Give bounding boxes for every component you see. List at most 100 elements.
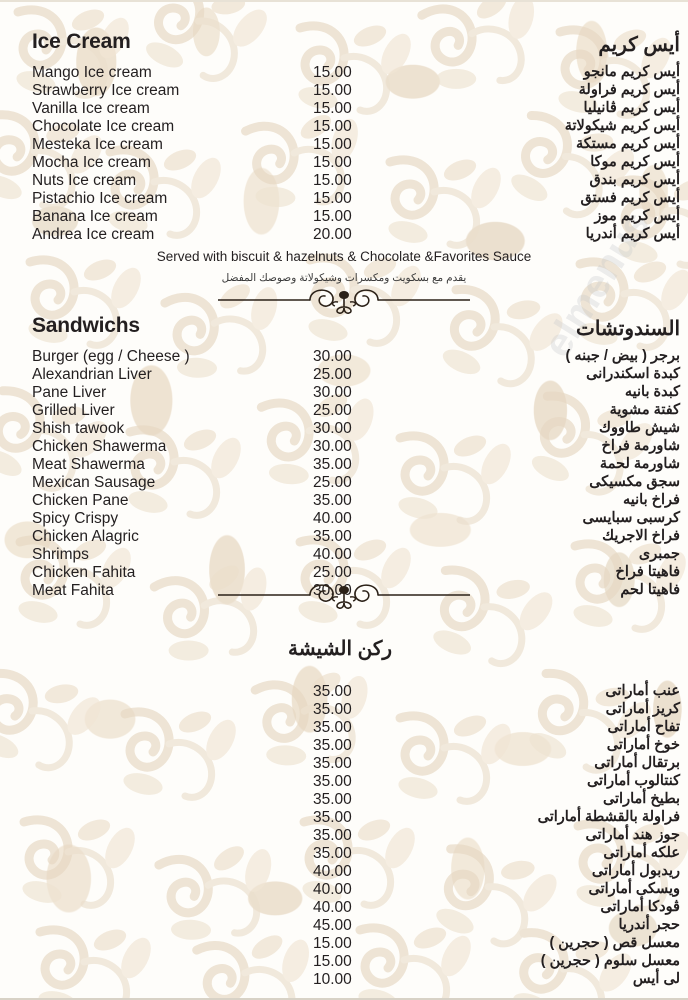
menu-row: 35.00 جوز هند أماراتى: [0, 827, 688, 845]
section-header-ice-cream: Ice Cream أيس كريم: [0, 30, 688, 58]
item-price: 15.00: [313, 154, 352, 171]
flourish-divider-icon: [218, 584, 470, 609]
item-name-ar: خوخ أماراتى: [606, 737, 680, 753]
item-name-ar: عنب أماراتى: [605, 683, 680, 699]
menu-row: Chicken Alagric 35.00 فراخ الاجريك: [0, 528, 688, 546]
menu-row: Spicy Crispy 40.00 كرسبى سبايسى: [0, 510, 688, 528]
item-name-ar: علكه أماراتى: [603, 845, 680, 861]
item-name-ar: حجر أندريا: [618, 917, 680, 933]
menu-row: Burger (egg / Cheese ) 30.00 برجر ( بيض …: [0, 348, 688, 366]
item-price: 35.00: [313, 719, 352, 736]
item-price: 40.00: [313, 881, 352, 898]
menu-row: Vanilla Ice cream 15.00 أيس كريم ڤانيليا: [0, 100, 688, 118]
item-name-en: Mesteka Ice cream: [32, 136, 163, 153]
item-price: 35.00: [313, 827, 352, 844]
item-price: 30.00: [313, 438, 352, 455]
item-name-ar: فاهيتا لحم: [620, 582, 680, 598]
item-price: 15.00: [313, 100, 352, 117]
menu-row: Chocolate Ice cream 15.00 أيس كريم شيكول…: [0, 118, 688, 136]
item-name-en: Shrimps: [32, 546, 89, 563]
item-name-en: Chicken Fahita: [32, 564, 136, 581]
item-price: 15.00: [313, 82, 352, 99]
item-name-ar: كنتالوب أماراتى: [586, 773, 680, 789]
item-name-ar: فراخ الاجريك: [602, 528, 680, 544]
item-price: 15.00: [313, 118, 352, 135]
item-name-ar: برتقال أماراتى: [594, 755, 680, 771]
menu-row: 35.00 عنب أماراتى: [0, 683, 688, 701]
ice-cream-note-en: Served with biscuit & hazelnuts & Chocol…: [156, 249, 532, 264]
section-ice-cream: Ice Cream أيس كريم Mango Ice cream 15.00…: [0, 30, 688, 244]
menu-row: Meat Shawerma 35.00 شاورمة لحمة: [0, 456, 688, 474]
menu-row: Pane Liver 30.00 كبدة بانيه: [0, 384, 688, 402]
section-title-ar: أيس كريم: [598, 34, 680, 56]
item-name-ar: جوز هند أماراتى: [585, 827, 680, 843]
menu-row: Grilled Liver 25.00 كفتة مشوية: [0, 402, 688, 420]
item-price: 35.00: [313, 845, 352, 862]
menu-row: Mexican Sausage 25.00 سجق مكسيكى: [0, 474, 688, 492]
item-name-en: Meat Shawerma: [32, 456, 145, 473]
menu-row: 15.00 معسل سلوم ( حجرين ): [0, 953, 688, 971]
menu-row: Mango Ice cream 15.00 أيس كريم مانجو: [0, 64, 688, 82]
item-name-en: Chicken Alagric: [32, 528, 139, 545]
item-name-ar: شاورمة لحمة: [599, 456, 680, 472]
menu-row: Strawberry Ice cream 15.00 أيس كريم فراو…: [0, 82, 688, 100]
item-name-en: Burger (egg / Cheese ): [32, 348, 190, 365]
item-name-en: Grilled Liver: [32, 402, 115, 419]
menu-row: 40.00 ويسكى أماراتى: [0, 881, 688, 899]
item-price: 35.00: [313, 456, 352, 473]
menu-row: Alexandrian Liver 25.00 كبدة اسكندرانى: [0, 366, 688, 384]
item-name-ar: أيس كريم موز: [594, 208, 680, 224]
item-name-ar: أيس كريم مانجو: [583, 64, 680, 80]
item-name-ar: ويسكى أماراتى: [588, 881, 680, 897]
item-name-en: Chocolate Ice cream: [32, 118, 175, 135]
item-price: 15.00: [313, 136, 352, 153]
item-name-en: Banana Ice cream: [32, 208, 158, 225]
item-name-en: Mexican Sausage: [32, 474, 156, 491]
menu-row: Chicken Shawerma 30.00 شاورمة فراخ: [0, 438, 688, 456]
item-price: 35.00: [313, 701, 352, 718]
menu-row: Andrea Ice cream 20.00 أيس كريم أندريا: [0, 226, 688, 244]
item-price: 30.00: [313, 348, 352, 365]
menu-row: Chicken Pane 35.00 فراخ بانيه: [0, 492, 688, 510]
menu-row: 35.00 علكه أماراتى: [0, 845, 688, 863]
item-price: 40.00: [313, 863, 352, 880]
menu-row: 35.00 بطيخ أماراتى: [0, 791, 688, 809]
item-price: 30.00: [313, 384, 352, 401]
item-name-ar: كريز أماراتى: [605, 701, 680, 717]
item-name-ar: فراولة بالقشطة أماراتى: [537, 809, 680, 825]
item-name-en: Mango Ice cream: [32, 64, 152, 81]
menu-row: Pistachio Ice cream 15.00 أيس كريم فستق: [0, 190, 688, 208]
item-name-ar: أيس كريم شيكولاتة: [564, 118, 680, 134]
item-name-en: Chicken Shawerma: [32, 438, 167, 455]
item-name-en: Meat Fahita: [32, 582, 114, 599]
item-price: 15.00: [313, 190, 352, 207]
menu-row: Chicken Fahita 25.00 فاهيتا فراخ: [0, 564, 688, 582]
item-price: 25.00: [313, 366, 352, 383]
item-price: 40.00: [313, 510, 352, 527]
item-name-ar: فاهيتا فراخ: [615, 564, 680, 580]
menu-row: 40.00 ڤودكا أماراتى: [0, 899, 688, 917]
item-name-en: Spicy Crispy: [32, 510, 119, 527]
item-name-ar: أيس كريم بندق: [589, 172, 680, 188]
section-shisha: 35.00 عنب أماراتى 35.00 كريز أماراتى 35.…: [0, 683, 688, 989]
item-price: 35.00: [313, 755, 352, 772]
item-name-en: Alexandrian Liver: [32, 366, 152, 383]
item-price: 35.00: [313, 528, 352, 545]
item-name-ar: سجق مكسيكى: [589, 474, 680, 490]
menu-row: Banana Ice cream 15.00 أيس كريم موز: [0, 208, 688, 226]
item-price: 35.00: [313, 492, 352, 509]
menu-row: 35.00 كنتالوب أماراتى: [0, 773, 688, 791]
item-name-ar: أيس كريم فراولة: [578, 82, 680, 98]
item-price: 40.00: [313, 899, 352, 916]
item-name-ar: شاورمة فراخ: [601, 438, 680, 454]
item-name-ar: ريدبول أماراتى: [591, 863, 680, 879]
item-price: 35.00: [313, 773, 352, 790]
menu-row: 35.00 كريز أماراتى: [0, 701, 688, 719]
item-name-en: Andrea Ice cream: [32, 226, 155, 243]
item-price: 15.00: [313, 172, 352, 189]
item-name-ar: أيس كريم مستكة: [575, 136, 680, 152]
item-name-en: Chicken Pane: [32, 492, 129, 509]
item-name-en: Nuts Ice cream: [32, 172, 137, 189]
